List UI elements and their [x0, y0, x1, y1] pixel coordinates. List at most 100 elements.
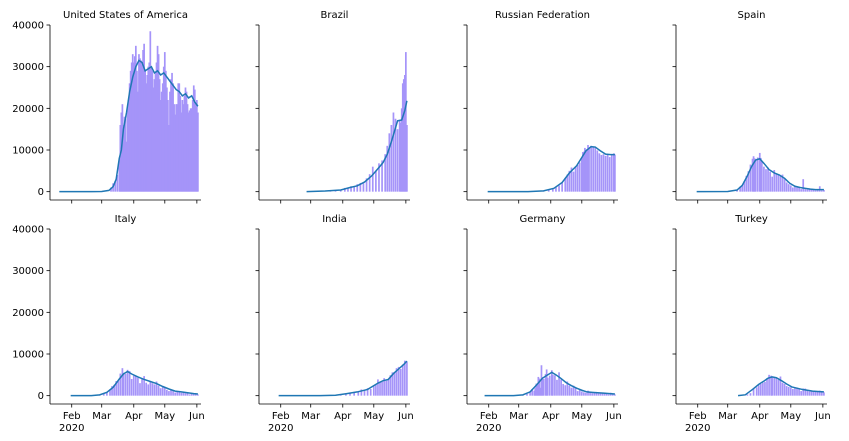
- moving-average-line: [278, 360, 408, 397]
- bar: [773, 170, 776, 192]
- y-tick-label: 30000: [12, 266, 44, 277]
- bar: [794, 388, 796, 396]
- bar: [769, 171, 771, 192]
- bar: [177, 83, 180, 192]
- bar: [529, 392, 531, 396]
- bar: [566, 174, 569, 192]
- bar: [588, 147, 590, 192]
- bar: [594, 147, 597, 192]
- moving-average-line: [59, 59, 199, 193]
- bar: [779, 376, 782, 396]
- bar: [151, 70, 154, 192]
- bar: [802, 388, 805, 396]
- bar: [556, 379, 558, 396]
- bar: [766, 378, 768, 396]
- bar: [129, 70, 132, 192]
- bar: [155, 381, 158, 396]
- bar: [180, 392, 183, 396]
- bar: [353, 391, 355, 396]
- moving-average-line: [70, 370, 198, 397]
- x-tick-label: Feb: [689, 411, 707, 422]
- bar: [147, 66, 150, 192]
- bar: [771, 176, 774, 192]
- bar: [754, 160, 757, 192]
- bar: [526, 394, 528, 396]
- bar: [823, 392, 825, 396]
- bar: [194, 394, 197, 396]
- bar: [173, 104, 175, 192]
- bar: [542, 379, 545, 396]
- bar: [375, 384, 377, 396]
- y-tick-label: 20000: [12, 308, 44, 319]
- bar: [386, 145, 389, 192]
- bar: [741, 185, 744, 192]
- bar: [792, 187, 794, 192]
- bar: [377, 379, 379, 396]
- bar: [387, 379, 390, 396]
- bar: [399, 122, 402, 192]
- bar: [591, 393, 593, 396]
- bar: [383, 378, 385, 396]
- bar: [143, 43, 145, 192]
- bar: [593, 392, 596, 396]
- bar: [149, 381, 152, 396]
- x-tick-label: Apr: [751, 411, 769, 422]
- x-tick-label: Feb: [272, 411, 290, 422]
- bar: [145, 83, 148, 192]
- bar: [102, 393, 105, 396]
- bar: [595, 391, 598, 396]
- bar: [175, 104, 178, 192]
- bar: [765, 169, 767, 192]
- bar: [562, 384, 565, 396]
- bar: [551, 374, 554, 396]
- bar: [561, 182, 563, 192]
- bar: [587, 390, 589, 396]
- bar: [755, 387, 758, 396]
- bar: [345, 393, 347, 396]
- bar: [372, 386, 375, 396]
- bar: [607, 394, 610, 396]
- bar: [395, 368, 398, 396]
- bar: [789, 185, 792, 192]
- bar: [160, 91, 163, 192]
- bar: [775, 173, 778, 192]
- bar: [140, 60, 142, 192]
- bar: [141, 64, 143, 192]
- bar: [349, 393, 351, 396]
- bar: [758, 152, 761, 192]
- bar: [362, 183, 365, 192]
- bar: [611, 394, 614, 396]
- bar: [783, 179, 786, 192]
- bar: [186, 392, 189, 396]
- bar: [570, 167, 573, 192]
- bar: [162, 66, 165, 192]
- bar: [379, 381, 381, 396]
- bar: [187, 112, 190, 192]
- panel-russian-federation: Russian Federation: [463, 10, 618, 204]
- bar: [539, 387, 542, 396]
- bar: [752, 388, 755, 396]
- bar: [798, 187, 800, 192]
- bar: [759, 384, 762, 396]
- bar: [180, 112, 183, 192]
- bar: [133, 56, 136, 192]
- bar: [564, 177, 567, 192]
- bar: [161, 83, 164, 192]
- bar: [359, 182, 362, 192]
- bar: [192, 393, 195, 396]
- bar: [613, 153, 615, 192]
- bar: [576, 391, 579, 396]
- x-tick-label: Jun: [814, 411, 831, 422]
- bar: [777, 175, 780, 192]
- bar: [586, 149, 588, 192]
- bar: [814, 190, 817, 192]
- bar: [148, 62, 151, 192]
- bar: [578, 389, 581, 396]
- bar: [804, 388, 807, 396]
- bar: [152, 87, 155, 192]
- bar: [123, 116, 126, 192]
- bar: [366, 388, 369, 396]
- bar: [381, 160, 383, 192]
